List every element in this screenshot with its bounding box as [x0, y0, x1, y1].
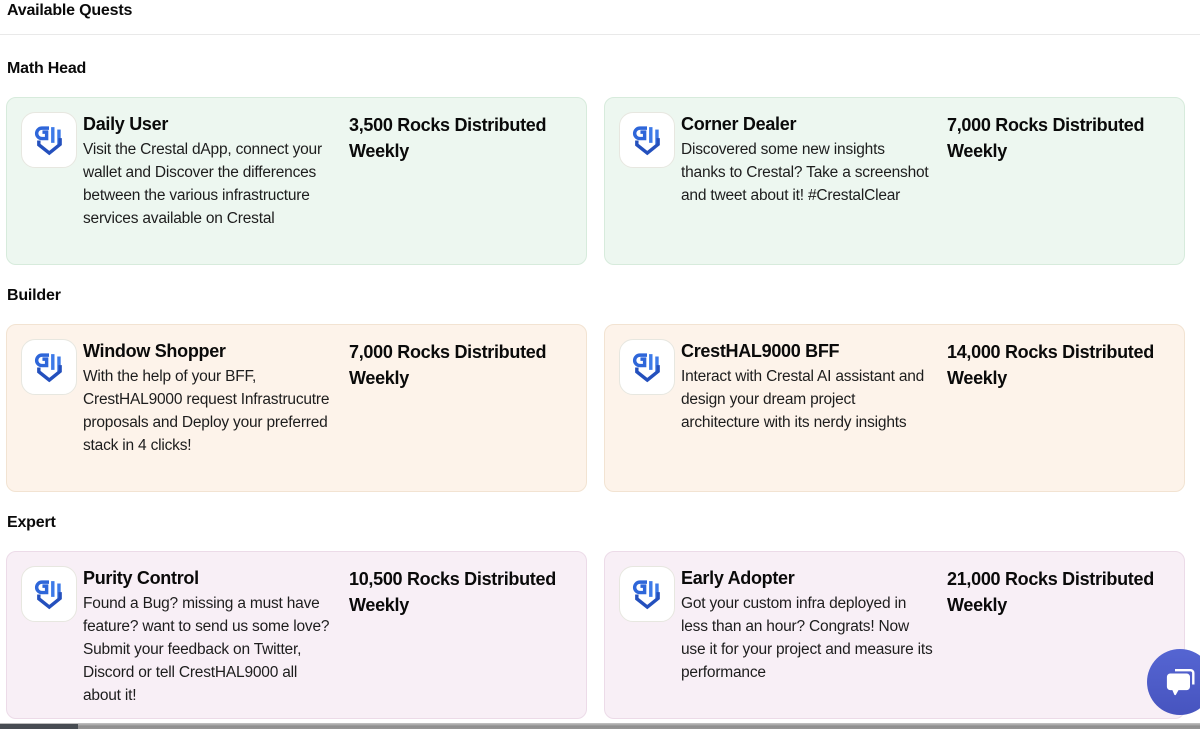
quest-icon-tile	[619, 112, 675, 168]
horizontal-scrollbar-thumb[interactable]	[0, 724, 78, 729]
header-divider	[0, 34, 1200, 35]
quest-icon-tile	[619, 339, 675, 395]
quest-description: Got your custom infra deployed in less t…	[681, 595, 933, 681]
page-title: Available Quests	[7, 2, 133, 19]
quest-card-cresthal9000-bff[interactable]: CrestHAL9000 BFF Interact with Crestal A…	[604, 324, 1185, 492]
quest-reward: 3,500 Rocks Distributed Weekly	[349, 115, 547, 161]
quest-title: CrestHAL9000 BFF	[681, 341, 840, 361]
chat-widget-button[interactable]	[1147, 649, 1200, 715]
quest-card-daily-user[interactable]: Daily User Visit the Crestal dApp, conne…	[6, 97, 587, 265]
quest-card-body: Purity Control Found a Bug? missing a mu…	[83, 566, 335, 707]
quest-card-body: Early Adopter Got your custom infra depl…	[681, 566, 933, 684]
quest-reward: 7,000 Rocks Distributed Weekly	[349, 342, 547, 388]
quest-card-purity-control[interactable]: Purity Control Found a Bug? missing a mu…	[6, 551, 587, 719]
quest-card-body: Window Shopper With the help of your BFF…	[83, 339, 335, 457]
crestal-shield-logo-icon	[632, 125, 660, 155]
quest-title: Early Adopter	[681, 568, 795, 588]
quest-title: Purity Control	[83, 568, 199, 588]
quest-description: Interact with Crestal AI assistant and d…	[681, 368, 925, 431]
quest-reward: 7,000 Rocks Distributed Weekly	[947, 115, 1145, 161]
quest-title: Window Shopper	[83, 341, 226, 361]
quest-description: Found a Bug? missing a must have feature…	[83, 595, 330, 704]
horizontal-scrollbar[interactable]	[0, 723, 1200, 729]
quest-icon-tile	[619, 566, 675, 622]
crestal-shield-logo-icon	[34, 352, 62, 382]
section-label-builder: Builder	[7, 287, 61, 304]
quest-card-body: CrestHAL9000 BFF Interact with Crestal A…	[681, 339, 933, 434]
quest-description: With the help of your BFF, CrestHAL9000 …	[83, 368, 330, 454]
quest-icon-tile	[21, 566, 77, 622]
crestal-shield-logo-icon	[34, 125, 62, 155]
quest-card-early-adopter[interactable]: Early Adopter Got your custom infra depl…	[604, 551, 1185, 719]
quest-description: Discovered some new insights thanks to C…	[681, 141, 929, 204]
crestal-shield-logo-icon	[632, 352, 660, 382]
quest-card-window-shopper[interactable]: Window Shopper With the help of your BFF…	[6, 324, 587, 492]
section-label-math-head: Math Head	[7, 60, 87, 77]
section-label-expert: Expert	[7, 514, 56, 531]
quest-icon-tile	[21, 112, 77, 168]
chat-bubble-icon	[1166, 669, 1195, 696]
quest-grid-math-head: Daily User Visit the Crestal dApp, conne…	[6, 97, 1185, 265]
quest-description: Visit the Crestal dApp, connect your wal…	[83, 141, 322, 227]
quest-reward: 10,500 Rocks Distributed Weekly	[349, 569, 556, 615]
quest-reward: 14,000 Rocks Distributed Weekly	[947, 342, 1154, 388]
crestal-shield-logo-icon	[632, 579, 660, 609]
quest-icon-tile	[21, 339, 77, 395]
quest-reward: 21,000 Rocks Distributed Weekly	[947, 569, 1154, 615]
quest-grid-builder: Window Shopper With the help of your BFF…	[6, 324, 1185, 492]
quests-content: Math Head Daily User Visit the Crestal d…	[0, 60, 1200, 719]
crestal-shield-logo-icon	[34, 579, 62, 609]
quest-card-corner-dealer[interactable]: Corner Dealer Discovered some new insigh…	[604, 97, 1185, 265]
quest-title: Daily User	[83, 114, 169, 134]
quest-title: Corner Dealer	[681, 114, 797, 134]
quest-grid-expert: Purity Control Found a Bug? missing a mu…	[6, 551, 1185, 719]
quest-card-body: Corner Dealer Discovered some new insigh…	[681, 112, 933, 207]
quest-card-body: Daily User Visit the Crestal dApp, conne…	[83, 112, 335, 230]
